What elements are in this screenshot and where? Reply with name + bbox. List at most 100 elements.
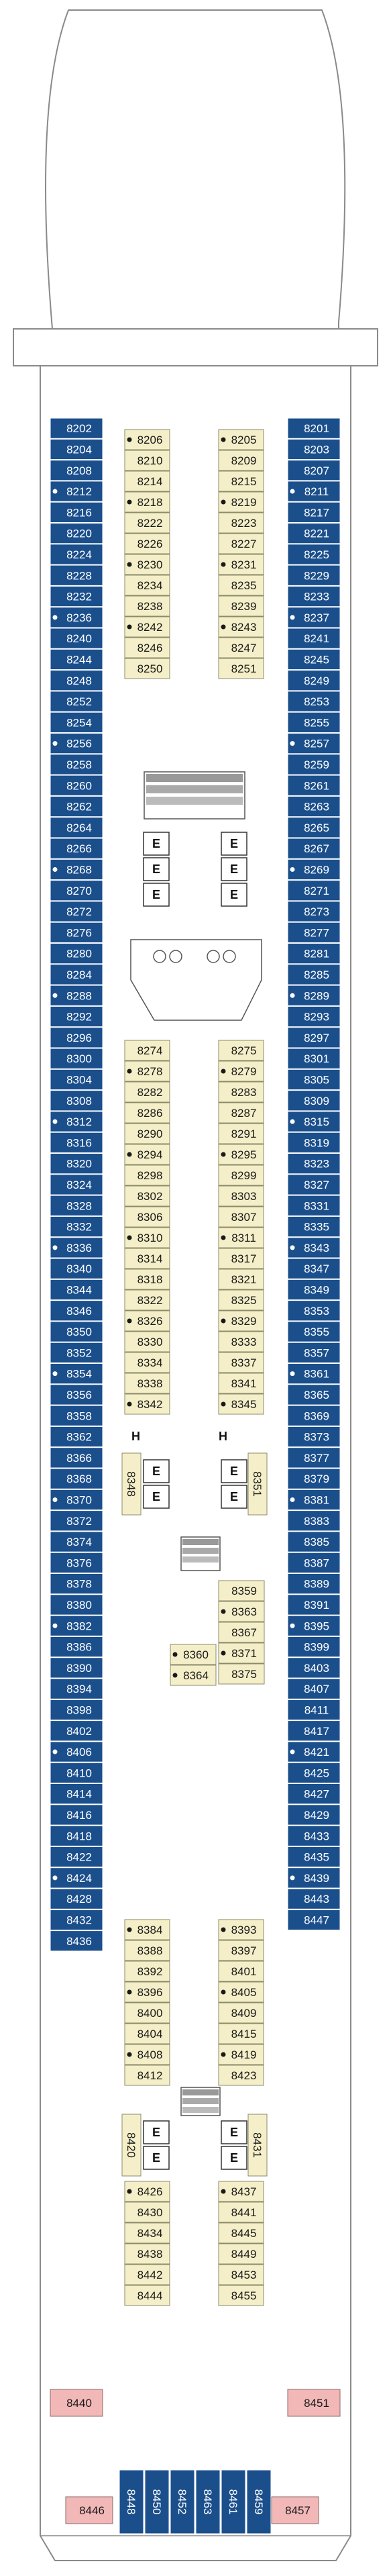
cabin[interactable]: 8421 bbox=[287, 1741, 341, 1763]
cabin[interactable]: 8267 bbox=[287, 838, 341, 859]
cabin[interactable]: 8241 bbox=[287, 628, 341, 649]
cabin[interactable]: 8238 bbox=[124, 595, 170, 617]
cabin[interactable]: 8417 bbox=[287, 1720, 341, 1742]
cabin[interactable]: 8419 bbox=[218, 2044, 264, 2065]
cabin[interactable]: 8370 bbox=[50, 1489, 103, 1511]
cabin[interactable]: 8430 bbox=[124, 2201, 170, 2223]
cabin[interactable]: 8383 bbox=[287, 1510, 341, 1532]
cabin[interactable]: 8416 bbox=[50, 1804, 103, 1826]
cabin[interactable]: 8428 bbox=[50, 1888, 103, 1910]
cabin[interactable]: 8226 bbox=[124, 533, 170, 554]
cabin[interactable]: 8230 bbox=[124, 554, 170, 575]
cabin[interactable]: 8286 bbox=[124, 1102, 170, 1124]
cabin[interactable]: 8239 bbox=[218, 595, 264, 617]
cabin[interactable]: 8204 bbox=[50, 438, 103, 460]
cabin[interactable]: 8323 bbox=[287, 1153, 341, 1175]
cabin[interactable]: 8254 bbox=[50, 711, 103, 733]
cabin[interactable]: 8206 bbox=[124, 429, 170, 450]
cabin[interactable]: 8268 bbox=[50, 858, 103, 881]
cabin[interactable]: 8415 bbox=[218, 2023, 264, 2044]
cabin[interactable]: 8393 bbox=[218, 1919, 264, 1940]
cabin[interactable]: 8352 bbox=[50, 1342, 103, 1363]
cabin[interactable]: 8289 bbox=[287, 985, 341, 1006]
cabin[interactable]: 8372 bbox=[50, 1510, 103, 1532]
cabin[interactable]: 8282 bbox=[124, 1081, 170, 1103]
cabin[interactable]: 8338 bbox=[124, 1373, 170, 1394]
cabin[interactable]: 8309 bbox=[287, 1090, 341, 1111]
cabin[interactable]: 8260 bbox=[50, 775, 103, 796]
cabin[interactable]: 8380 bbox=[50, 1594, 103, 1616]
cabin[interactable]: 8333 bbox=[218, 1331, 264, 1352]
cabin[interactable]: 8412 bbox=[124, 2065, 170, 2086]
cabin[interactable]: 8386 bbox=[50, 1636, 103, 1658]
cabin[interactable]: 8401 bbox=[218, 1961, 264, 1982]
cabin[interactable]: 8403 bbox=[287, 1657, 341, 1679]
cabin[interactable]: 8457 bbox=[271, 2496, 319, 2524]
cabin[interactable]: 8354 bbox=[50, 1363, 103, 1385]
cabin[interactable]: 8280 bbox=[50, 943, 103, 964]
cabin[interactable]: 8432 bbox=[50, 1909, 103, 1931]
cabin[interactable]: 8423 bbox=[218, 2065, 264, 2086]
cabin[interactable]: 8299 bbox=[218, 1165, 264, 1186]
cabin[interactable]: 8285 bbox=[287, 964, 341, 985]
cabin[interactable]: 8355 bbox=[287, 1321, 341, 1342]
cabin[interactable]: 8205 bbox=[218, 429, 264, 450]
cabin[interactable]: 8452 bbox=[170, 2469, 195, 2534]
cabin[interactable]: 8385 bbox=[287, 1531, 341, 1552]
cabin[interactable]: 8427 bbox=[287, 1783, 341, 1805]
cabin[interactable]: 8228 bbox=[50, 564, 103, 586]
cabin[interactable]: 8301 bbox=[287, 1048, 341, 1069]
cabin[interactable]: 8438 bbox=[124, 2243, 170, 2265]
cabin[interactable]: 8275 bbox=[218, 1040, 264, 1061]
cabin[interactable]: 8234 bbox=[124, 575, 170, 596]
cabin[interactable]: 8411 bbox=[287, 1699, 341, 1721]
cabin[interactable]: 8276 bbox=[50, 922, 103, 943]
cabin[interactable]: 8353 bbox=[287, 1300, 341, 1322]
cabin[interactable]: 8317 bbox=[218, 1248, 264, 1269]
cabin[interactable]: 8351 bbox=[247, 1452, 268, 1516]
cabin[interactable]: 8316 bbox=[50, 1132, 103, 1153]
cabin[interactable]: 8332 bbox=[50, 1216, 103, 1238]
cabin[interactable]: 8399 bbox=[287, 1636, 341, 1658]
cabin[interactable]: 8242 bbox=[124, 616, 170, 638]
cabin[interactable]: 8405 bbox=[218, 1981, 264, 2003]
cabin[interactable]: 8219 bbox=[218, 491, 264, 513]
cabin[interactable]: 8374 bbox=[50, 1531, 103, 1552]
cabin[interactable]: 8274 bbox=[124, 1040, 170, 1061]
cabin[interactable]: 8375 bbox=[218, 1663, 265, 1685]
cabin[interactable]: 8255 bbox=[287, 711, 341, 733]
cabin[interactable]: 8422 bbox=[50, 1846, 103, 1868]
cabin[interactable]: 8303 bbox=[218, 1185, 264, 1207]
cabin[interactable]: 8359 bbox=[218, 1580, 265, 1601]
cabin[interactable]: 8314 bbox=[124, 1248, 170, 1269]
cabin[interactable]: 8304 bbox=[50, 1069, 103, 1091]
cabin[interactable]: 8208 bbox=[50, 460, 103, 481]
cabin[interactable]: 8364 bbox=[170, 1665, 217, 1686]
cabin[interactable]: 8390 bbox=[50, 1657, 103, 1679]
cabin[interactable]: 8312 bbox=[50, 1111, 103, 1132]
cabin[interactable]: 8402 bbox=[50, 1720, 103, 1742]
cabin[interactable]: 8251 bbox=[218, 658, 264, 679]
cabin[interactable]: 8232 bbox=[50, 585, 103, 607]
cabin[interactable]: 8366 bbox=[50, 1447, 103, 1469]
cabin[interactable]: 8220 bbox=[50, 523, 103, 544]
cabin[interactable]: 8250 bbox=[124, 658, 170, 679]
cabin[interactable]: 8442 bbox=[124, 2264, 170, 2285]
cabin[interactable]: 8259 bbox=[287, 754, 341, 775]
cabin[interactable]: 8379 bbox=[287, 1468, 341, 1489]
cabin[interactable]: 8278 bbox=[124, 1060, 170, 1082]
cabin[interactable]: 8367 bbox=[218, 1622, 265, 1643]
cabin[interactable]: 8248 bbox=[50, 670, 103, 691]
cabin[interactable]: 8334 bbox=[124, 1352, 170, 1373]
cabin[interactable]: 8436 bbox=[50, 1930, 103, 1952]
cabin[interactable]: 8440 bbox=[50, 2389, 103, 2417]
cabin[interactable]: 8330 bbox=[124, 1331, 170, 1352]
cabin[interactable]: 8225 bbox=[287, 544, 341, 565]
cabin[interactable]: 8311 bbox=[218, 1227, 264, 1248]
cabin[interactable]: 8270 bbox=[50, 880, 103, 901]
cabin[interactable]: 8414 bbox=[50, 1783, 103, 1805]
cabin[interactable]: 8453 bbox=[218, 2264, 264, 2285]
cabin[interactable]: 8245 bbox=[287, 648, 341, 671]
cabin[interactable]: 8356 bbox=[50, 1384, 103, 1405]
cabin[interactable]: 8222 bbox=[124, 512, 170, 534]
